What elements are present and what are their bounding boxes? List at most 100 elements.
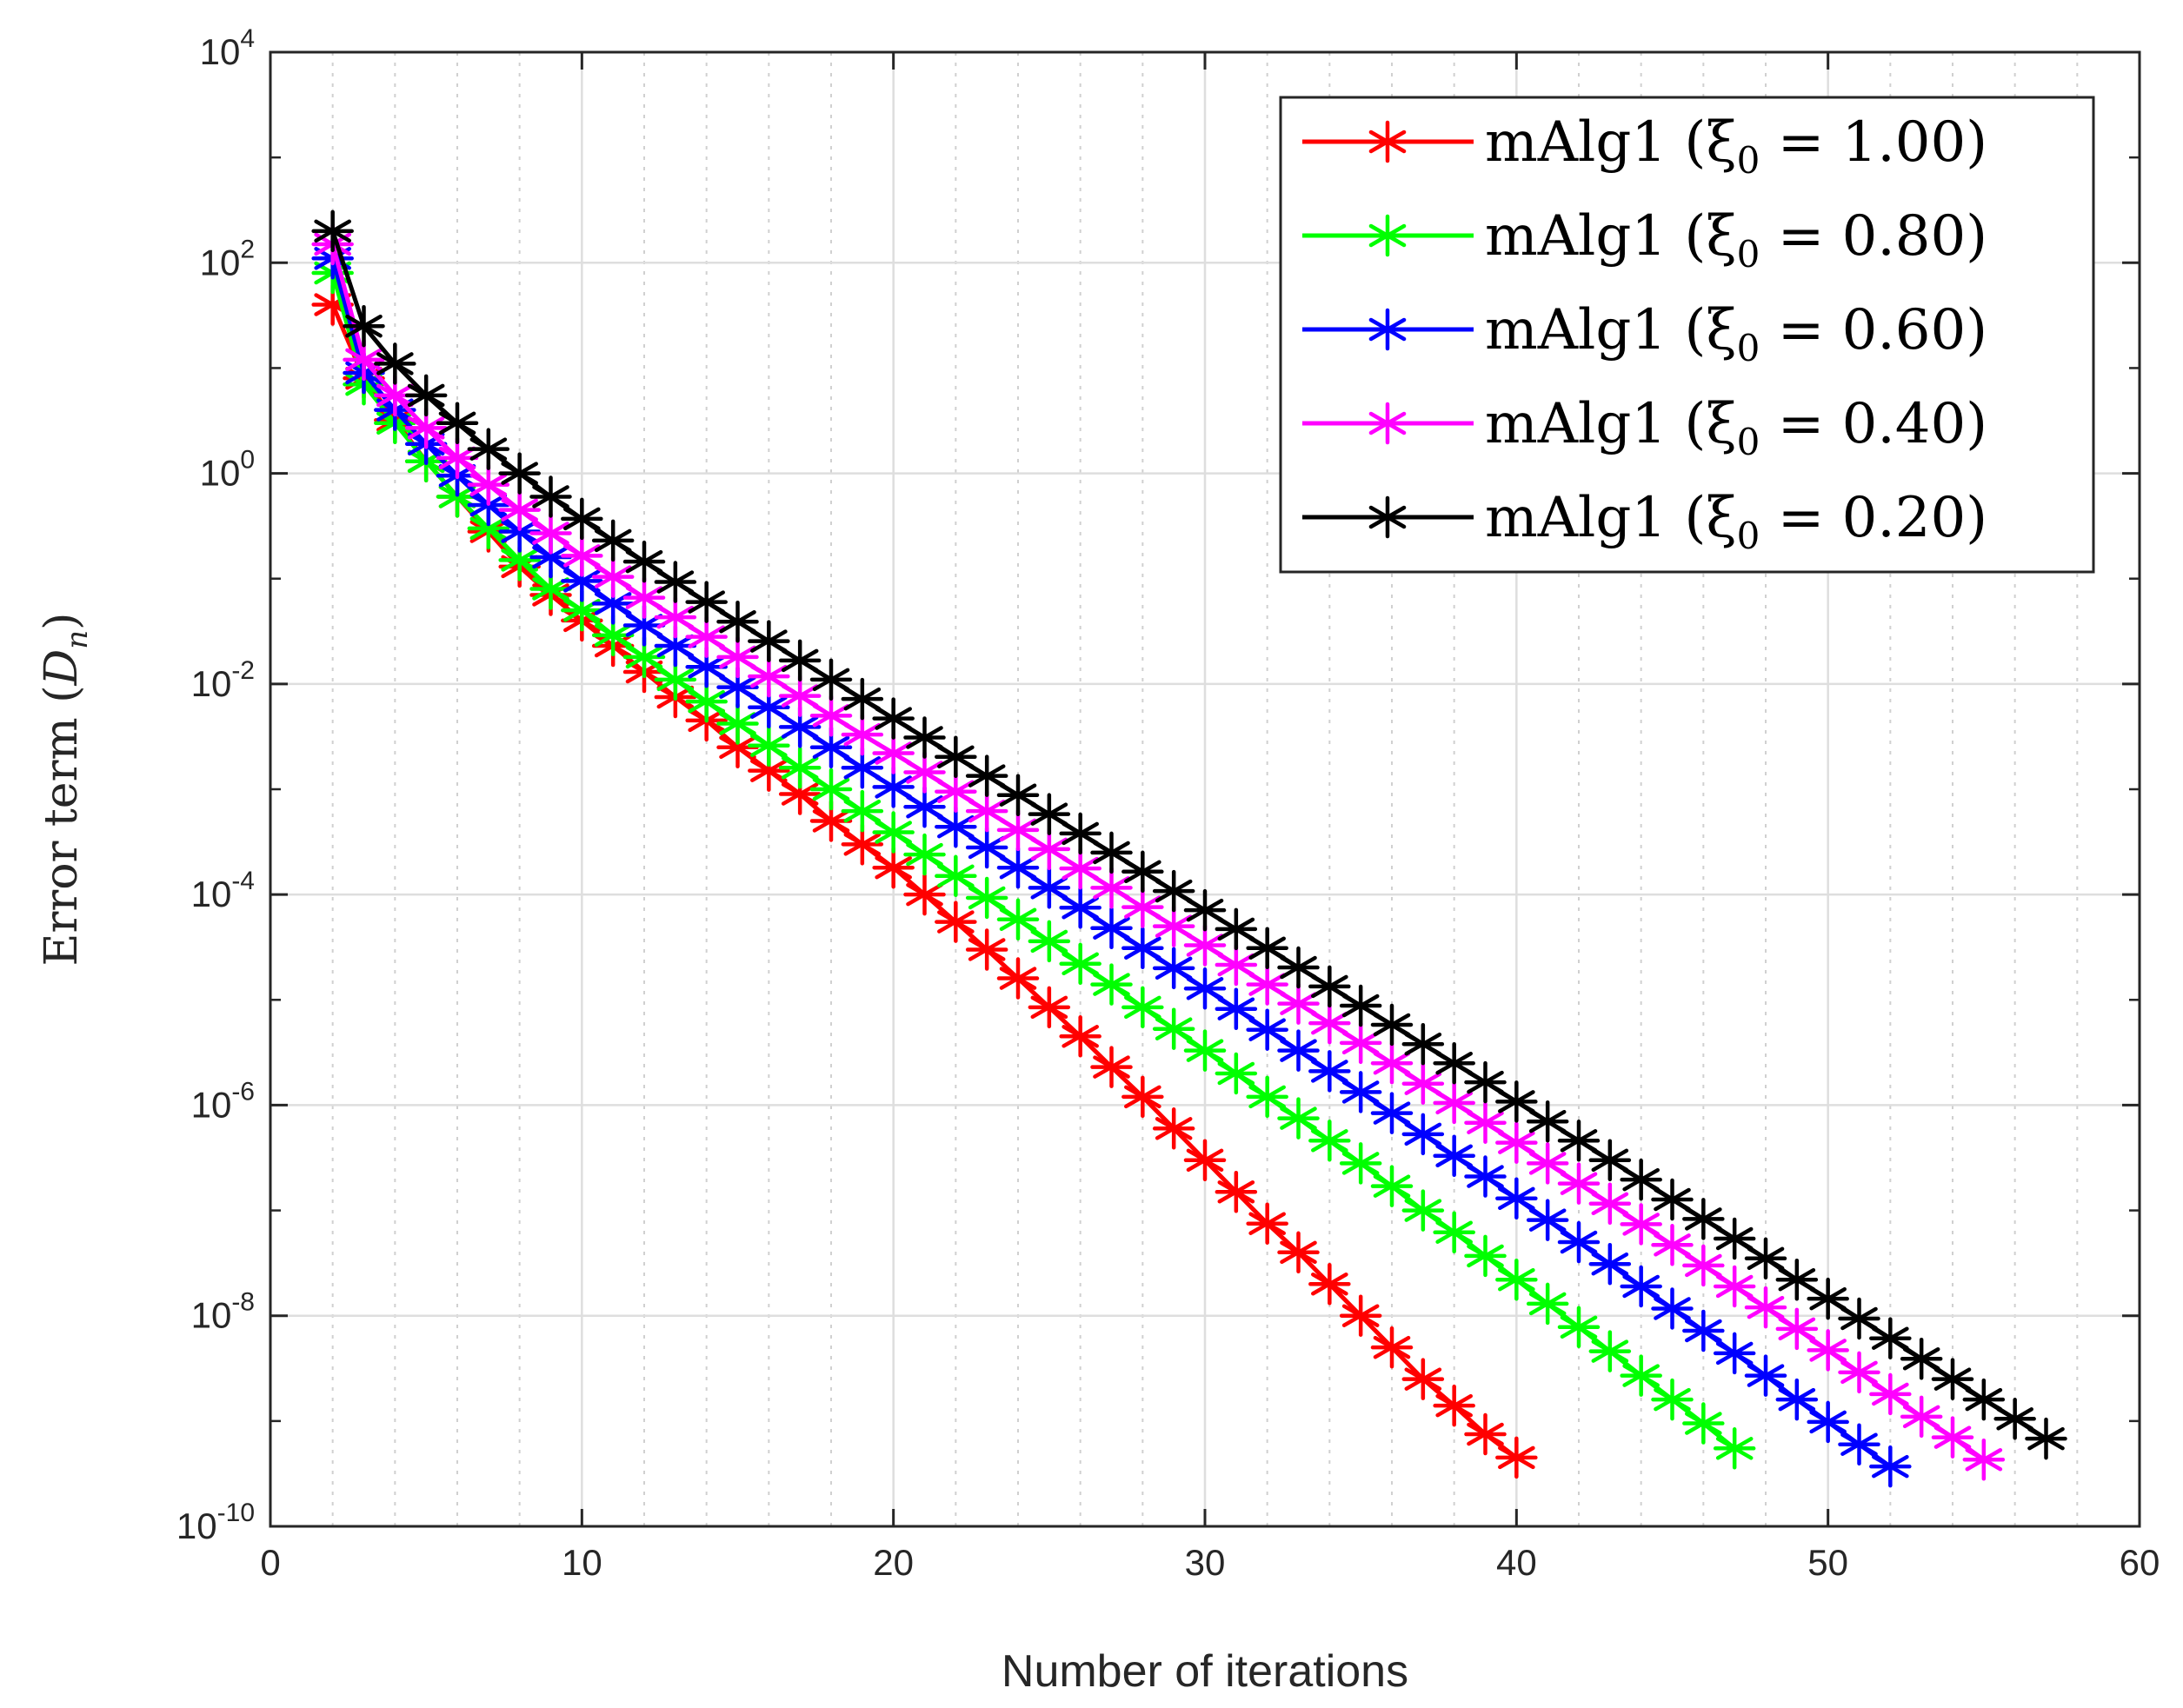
data-point-marker	[1370, 1003, 1414, 1047]
data-point-marker	[1152, 1107, 1195, 1150]
data-point-marker	[1370, 1092, 1414, 1134]
data-point-marker	[529, 568, 572, 610]
data-point-marker	[1090, 1046, 1133, 1088]
y-tick-base: 10	[200, 31, 241, 72]
legend-label: mAlg1 (ξ0 = 0.80)	[1485, 204, 1987, 276]
data-point-marker	[965, 754, 1008, 797]
data-point-marker	[1744, 1286, 1787, 1329]
data-point-marker	[1183, 888, 1227, 932]
data-point-marker	[748, 620, 790, 662]
data-point-marker	[1401, 1358, 1445, 1400]
legend-label: mAlg1 (ξ0 = 1.00)	[1485, 110, 1987, 182]
data-point-marker	[561, 535, 603, 577]
data-point-marker	[1900, 1395, 1943, 1439]
data-point-marker	[1277, 946, 1320, 989]
data-point-marker	[1121, 850, 1164, 894]
data-point-marker	[622, 540, 666, 583]
data-point-marker	[1433, 1384, 1475, 1427]
data-point-marker	[996, 957, 1040, 1000]
data-point-marker	[1744, 1237, 1787, 1280]
data-point-marker	[841, 747, 884, 789]
data-point-marker	[903, 716, 946, 759]
data-point-marker	[1807, 1277, 1849, 1320]
data-point-marker	[1620, 1354, 1662, 1397]
data-point-marker	[2025, 1417, 2067, 1460]
data-point-marker	[1028, 827, 1071, 871]
y-axis-title: Error term (Dn)	[36, 613, 95, 967]
data-point-marker	[1246, 1008, 1288, 1051]
y-tick-base: 10	[191, 1295, 232, 1336]
x-tick-label: 30	[1185, 1542, 1226, 1583]
x-axis-title: Number of iterations	[1002, 1646, 1408, 1697]
data-point-marker	[1339, 1294, 1382, 1337]
data-point-marker	[1775, 1307, 1819, 1351]
data-point-marker	[1246, 1202, 1288, 1245]
data-point-marker	[591, 555, 635, 598]
data-point-marker	[1464, 1234, 1507, 1278]
data-point-marker	[1433, 1081, 1475, 1125]
legend-marker	[1366, 214, 1409, 257]
data-point-marker	[1651, 1287, 1694, 1330]
data-point-marker	[1059, 847, 1101, 890]
data-point-marker	[1059, 887, 1101, 929]
data-point-marker	[965, 876, 1008, 920]
data-point-marker	[1028, 793, 1071, 835]
data-point-marker	[1277, 1029, 1320, 1072]
x-tick-label: 60	[2120, 1542, 2160, 1583]
y-axis-title-subscript: n	[60, 630, 95, 649]
data-point-marker	[1682, 1244, 1725, 1287]
data-point-marker	[841, 789, 884, 833]
data-point-marker	[1183, 967, 1227, 1010]
data-point-marker	[1620, 1158, 1662, 1201]
y-tick-label: 104	[200, 24, 255, 72]
legend-label-tail: = 1.00)	[1760, 110, 1987, 175]
data-point-marker	[498, 488, 541, 531]
data-point-marker	[935, 854, 977, 898]
legend-label-main: mAlg1 (ξ	[1485, 298, 1737, 362]
data-point-marker	[1308, 965, 1351, 1008]
data-point-marker	[1526, 1100, 1569, 1143]
data-point-marker	[1620, 1265, 1662, 1308]
data-point-marker	[1370, 1326, 1414, 1369]
data-point-marker	[1339, 1021, 1382, 1065]
data-point-marker	[965, 928, 1008, 971]
x-tick-label: 40	[1496, 1542, 1537, 1583]
y-tick-label: 10-4	[191, 867, 255, 914]
data-point-marker	[1526, 1199, 1569, 1241]
data-point-marker	[1775, 1378, 1819, 1421]
data-point-marker	[1713, 1332, 1756, 1375]
data-point-marker	[965, 826, 1008, 869]
data-point-marker	[1277, 1231, 1320, 1274]
legend-marker	[1366, 495, 1409, 539]
data-point-marker	[809, 768, 853, 811]
data-point-marker	[1246, 927, 1288, 970]
data-point-marker	[1495, 1080, 1538, 1123]
data-point-marker	[685, 615, 728, 658]
data-point-marker	[1682, 1402, 1725, 1445]
data-point-marker	[1215, 1170, 1258, 1213]
data-point-marker	[1495, 1121, 1538, 1164]
legend-label-subscript: 0	[1737, 233, 1760, 276]
legend-marker	[1366, 308, 1409, 351]
data-point-marker	[1557, 1306, 1601, 1349]
data-point-marker	[1215, 907, 1258, 951]
data-point-marker	[1308, 1262, 1351, 1306]
data-point-marker	[809, 694, 853, 737]
data-point-marker	[1775, 1258, 1819, 1301]
data-point-marker	[1526, 1142, 1569, 1185]
data-point-marker	[903, 833, 946, 876]
legend-entry-1: mAlg1 (ξ0 = 0.80)	[1302, 204, 1987, 276]
y-tick-label: 100	[200, 446, 255, 494]
data-point-marker	[1028, 920, 1071, 963]
data-point-marker	[965, 789, 1008, 833]
data-point-marker	[1121, 886, 1164, 928]
y-axis-title-close-paren: )	[36, 613, 88, 630]
legend-label-main: mAlg1 (ξ	[1485, 392, 1737, 456]
data-point-marker	[1464, 1155, 1507, 1198]
y-axis-title-word: Error term	[36, 717, 88, 966]
legend-label-subscript: 0	[1737, 515, 1760, 557]
y-tick-exponent: -6	[231, 1077, 255, 1106]
data-point-marker	[903, 751, 946, 794]
data-point-marker	[1308, 1120, 1351, 1162]
